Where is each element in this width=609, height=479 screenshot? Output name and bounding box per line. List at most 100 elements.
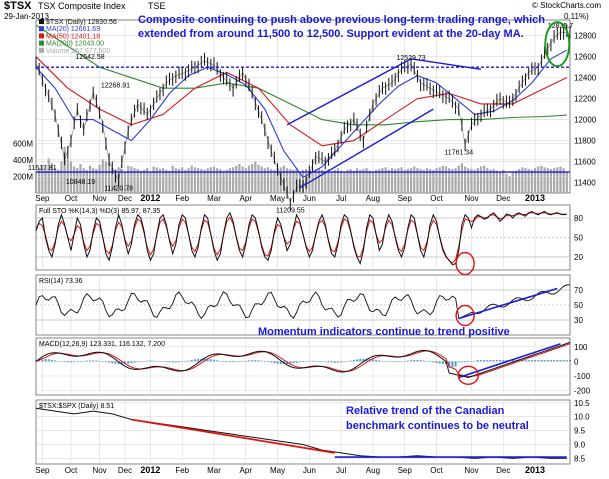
macd-hist-bar bbox=[101, 361, 104, 362]
macd-hist-bar bbox=[85, 360, 88, 362]
macd-hist-bar bbox=[178, 361, 181, 363]
macd-hist-bar bbox=[406, 360, 409, 362]
macd-hist-bar bbox=[190, 359, 193, 362]
volume-bar bbox=[69, 161, 73, 193]
macd-hist-bar bbox=[410, 360, 413, 362]
sto-circle bbox=[455, 251, 475, 276]
x-tick-label-price: Jul bbox=[336, 194, 346, 203]
macd-hist-bar bbox=[499, 360, 502, 362]
macd-hist-bar bbox=[295, 361, 298, 363]
macd-hist-bar bbox=[305, 361, 308, 362]
macd-y-tick: 0 bbox=[574, 357, 579, 366]
volume-bar bbox=[244, 168, 247, 193]
price-y-tick: 12600 bbox=[574, 53, 597, 62]
price-y-tick: 12000 bbox=[574, 116, 597, 125]
volume-bar bbox=[533, 168, 537, 193]
volume-bar bbox=[419, 168, 422, 193]
volume-bar bbox=[111, 168, 114, 193]
volume-bar bbox=[193, 167, 197, 193]
chart-symbol: $TSX bbox=[4, 0, 32, 12]
macd-hist-bar bbox=[130, 361, 133, 364]
volume-bar bbox=[104, 161, 108, 193]
x-tick-label-bottom: Aug bbox=[366, 466, 380, 475]
macd-hist-bar bbox=[152, 360, 155, 362]
macd-hist-bar bbox=[193, 359, 196, 362]
volume-bar bbox=[330, 171, 333, 193]
macd-hist-bar bbox=[238, 361, 241, 362]
macd-hist-bar bbox=[69, 361, 72, 363]
x-tick-label-bottom: Jun bbox=[303, 466, 316, 475]
macd-hist-bar bbox=[330, 361, 333, 363]
volume-bar bbox=[530, 169, 533, 193]
macd-hist-bar bbox=[451, 361, 454, 368]
ma200-line bbox=[35, 24, 567, 126]
volume-bar bbox=[559, 166, 562, 193]
volume-bar bbox=[549, 168, 553, 193]
x-tick-label-price: Sep bbox=[35, 194, 50, 203]
macd-hist-bar bbox=[559, 360, 562, 362]
macd-hist-bar bbox=[298, 361, 301, 363]
price-y-tick: 12800 bbox=[574, 32, 597, 41]
volume-bar bbox=[149, 172, 152, 193]
ratio-y-tick: 8.5 bbox=[574, 454, 586, 463]
price-point-label: 11617.81 bbox=[28, 165, 57, 172]
price-point-label: 11761.34 bbox=[444, 150, 473, 157]
sto-legend: Full STO %K(14,3) %D(3) 85.97, 87.35 bbox=[39, 208, 160, 215]
macd-hist-bar bbox=[314, 360, 317, 362]
macd-hist-bar bbox=[184, 361, 187, 362]
price-point-label: 12529.73 bbox=[396, 55, 425, 62]
chart-name: TSX Composite Index bbox=[38, 1, 126, 11]
volume-bar bbox=[479, 166, 483, 193]
x-tick-label-bottom: Sep bbox=[398, 466, 413, 475]
volume-bar bbox=[235, 165, 238, 193]
macd-hist-bar bbox=[111, 361, 114, 364]
volume-bar bbox=[66, 158, 69, 193]
macd-hist-bar bbox=[470, 361, 473, 362]
volume-bar bbox=[409, 168, 413, 193]
ratio-y-tick: 9.5 bbox=[574, 427, 586, 436]
volume-bar bbox=[460, 163, 464, 193]
ma50-line bbox=[35, 56, 568, 147]
volume-bar bbox=[441, 165, 444, 193]
volume-bar bbox=[394, 168, 397, 193]
macd-hist-bar bbox=[527, 360, 530, 362]
macd-hist-bar bbox=[537, 360, 540, 362]
price-y-tick: 11600 bbox=[574, 158, 596, 167]
macd-hist-bar bbox=[495, 360, 498, 362]
volume-bar bbox=[502, 169, 505, 193]
macd-hist-bar bbox=[438, 361, 441, 364]
macd-hist-bar bbox=[543, 360, 546, 362]
macd-hist-bar bbox=[222, 361, 225, 362]
macd-hist-bar bbox=[120, 361, 123, 365]
macd-hist-bar bbox=[435, 361, 438, 364]
x-tick-label-bottom: Jul bbox=[336, 466, 346, 475]
macd-hist-bar bbox=[244, 360, 247, 362]
volume-bar bbox=[371, 171, 375, 193]
volume-bar bbox=[209, 167, 212, 193]
volume-bar bbox=[133, 168, 136, 193]
legend-label: MA(20) 12661.69 bbox=[46, 26, 100, 33]
callout-momentum: Momentum indicators continue to trend po… bbox=[258, 326, 510, 338]
rsi-y-tick: 30 bbox=[574, 316, 583, 325]
macd-hist-bar bbox=[346, 361, 349, 362]
volume-bar bbox=[79, 164, 82, 193]
volume-bar bbox=[467, 168, 470, 193]
volume-bar bbox=[413, 166, 416, 193]
macd-y-tick: -200 bbox=[574, 387, 591, 396]
macd-hist-bar bbox=[127, 361, 130, 364]
volume-bar bbox=[537, 166, 540, 193]
macd-hist-bar bbox=[352, 359, 355, 362]
volume-bar bbox=[155, 167, 158, 193]
macd-hist-bar bbox=[343, 361, 346, 362]
macd-hist-bar bbox=[263, 361, 266, 362]
volume-bar bbox=[257, 164, 260, 193]
macd-trend-line bbox=[458, 343, 561, 379]
x-tick-label-bottom: Apr bbox=[240, 466, 253, 475]
macd-hist-bar bbox=[505, 360, 508, 362]
volume-bar bbox=[378, 168, 381, 193]
x-tick-label-price: Oct bbox=[430, 194, 443, 203]
macd-hist-bar bbox=[540, 360, 543, 362]
volume-bar bbox=[495, 170, 498, 193]
volume-bar bbox=[375, 169, 378, 193]
macd-hist-bar bbox=[174, 361, 177, 363]
